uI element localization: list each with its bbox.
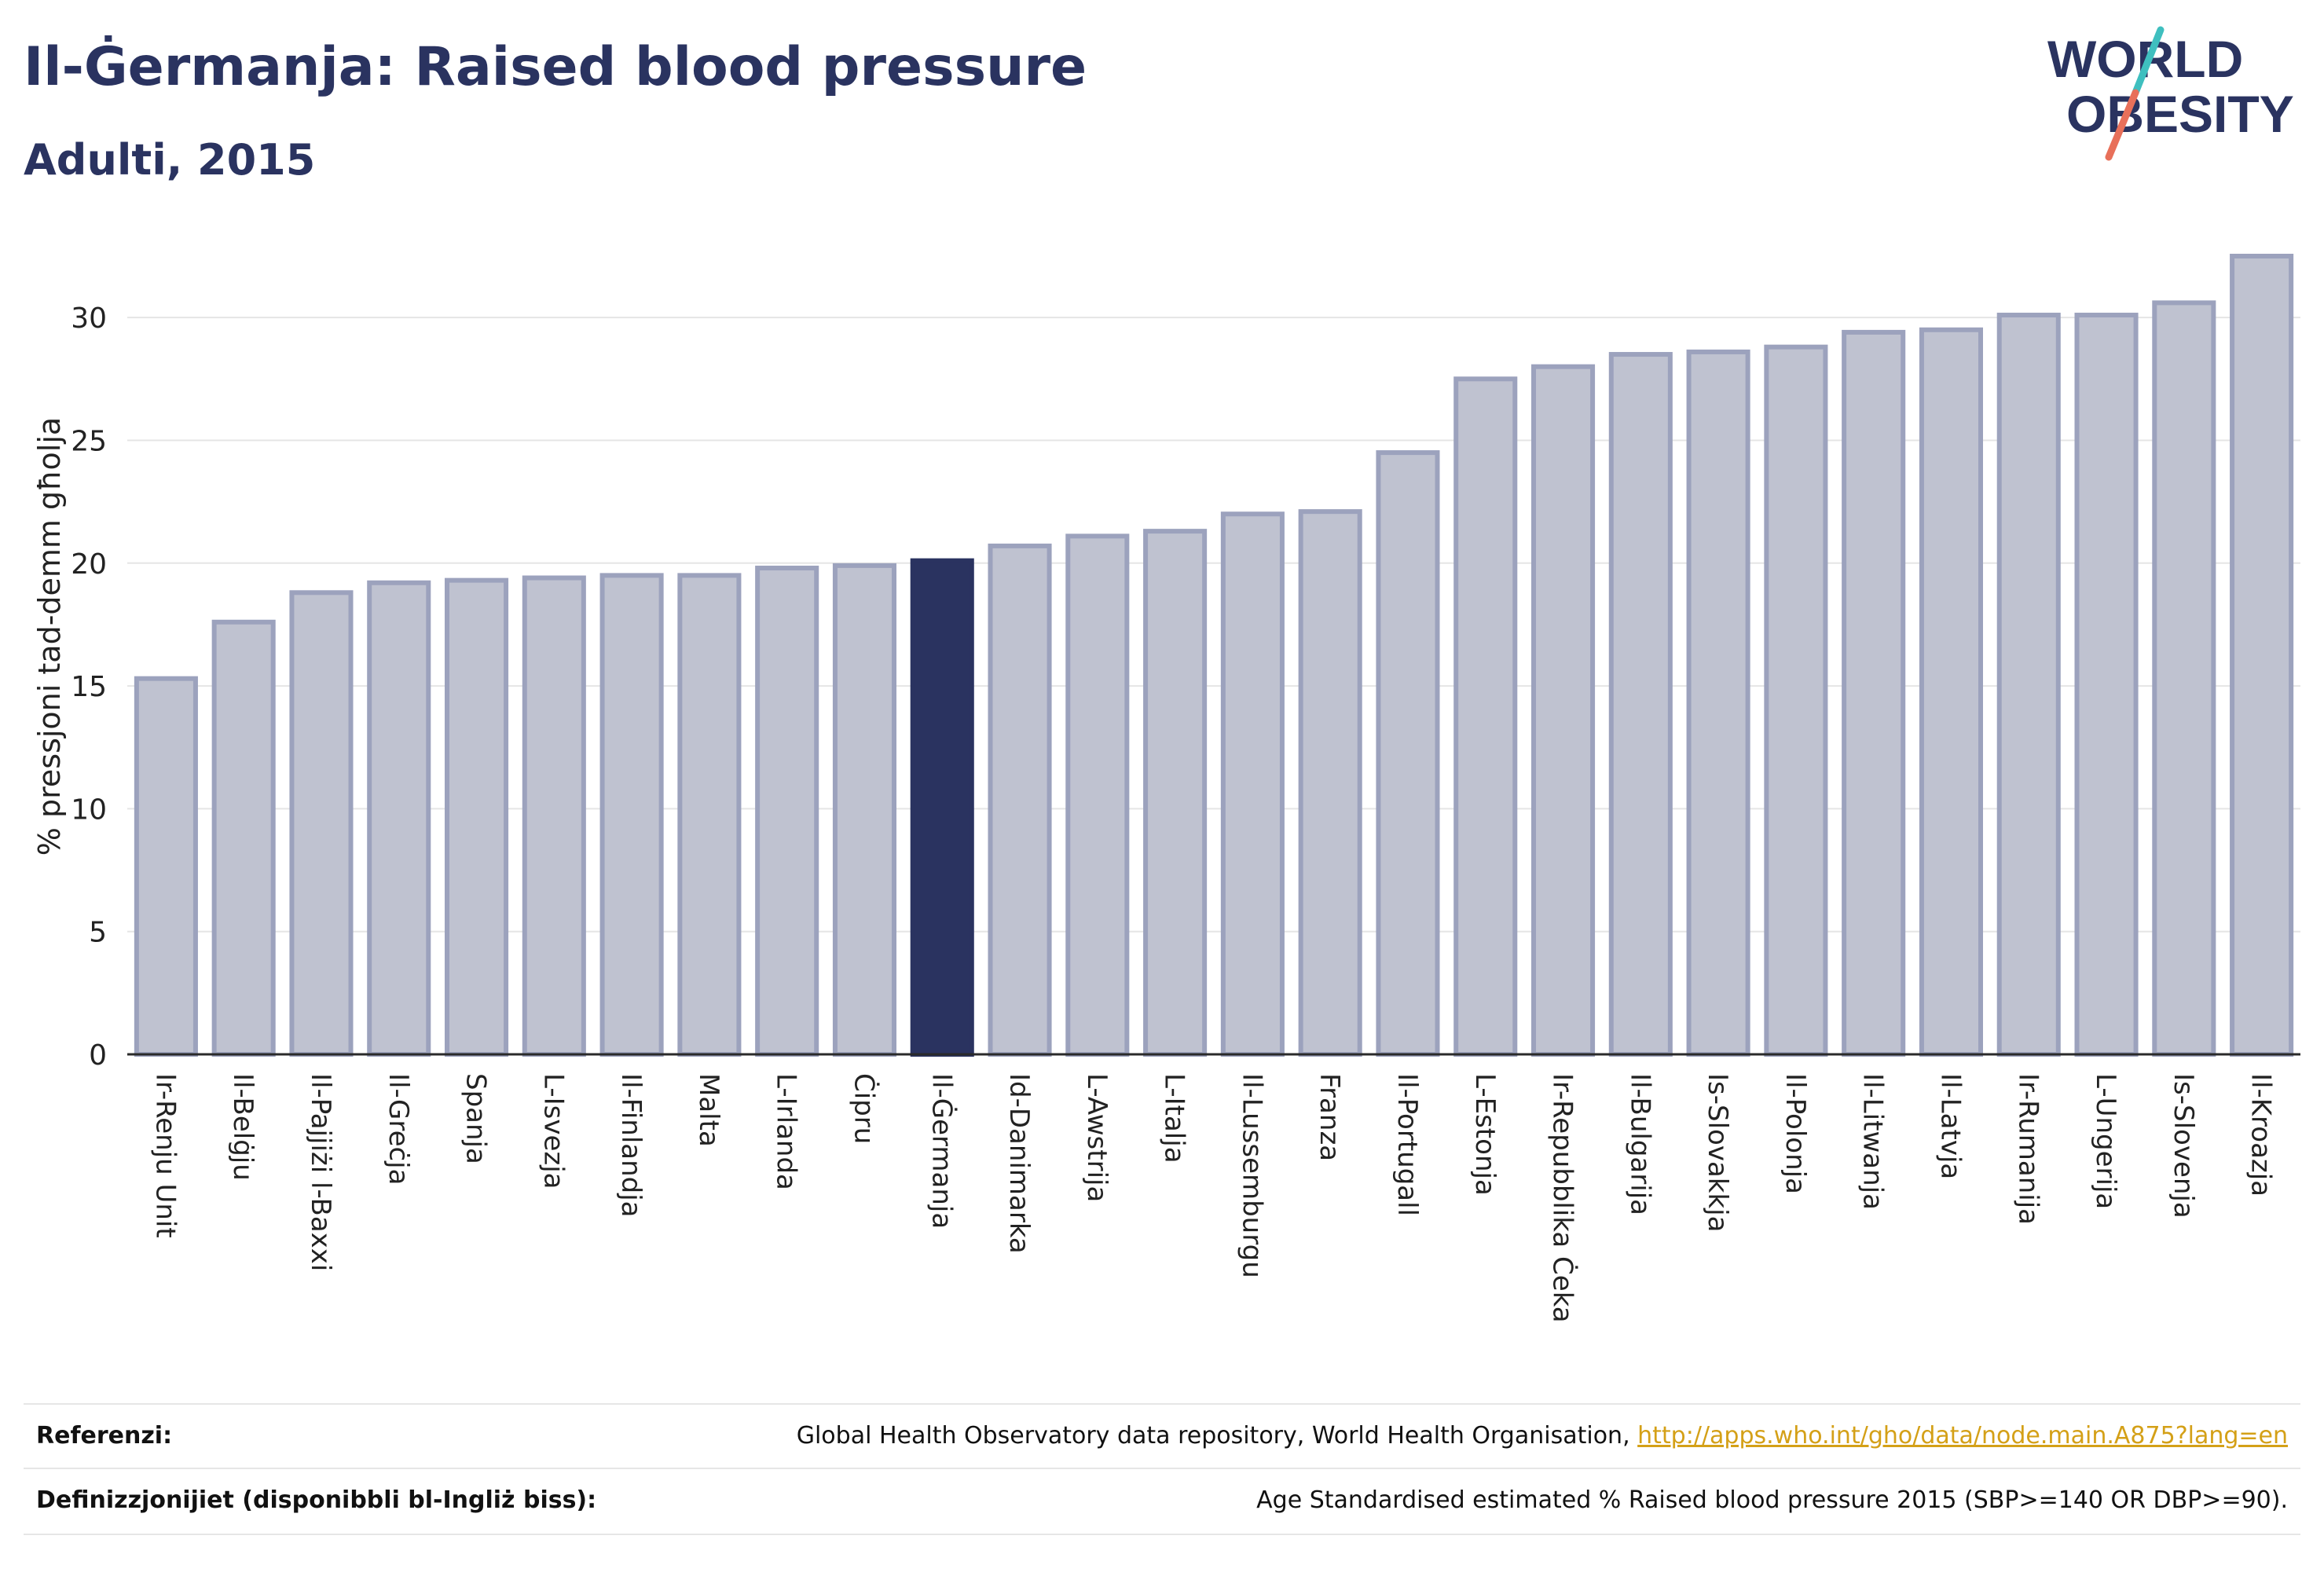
bar-23 [1919,327,1984,1057]
logo-slash-coral [2105,89,2139,161]
bar-2 [289,590,354,1057]
bar-4 [444,577,509,1057]
x-tick-label: L-Estonja [1469,1073,1501,1196]
bar-18 [1530,364,1596,1057]
chart-title: Il-Ġermanja: Raised blood pressure [24,36,1087,98]
bar-13 [1143,529,1208,1057]
bar-16 [1376,450,1440,1057]
references-link[interactable]: http://apps.who.int/gho/data/node.main.A… [1637,1422,2288,1450]
y-tick-label: 5 [89,917,107,949]
x-tick-label: Spanja [460,1073,492,1164]
bar-19 [1608,352,1673,1057]
x-tick-label: Ir-Rumanija [2012,1073,2044,1225]
y-axis-label: % pressjoni tad-demm għolja [32,417,67,856]
x-tick-label: Il-Finlandja [615,1073,647,1218]
x-tick-label: Ir-Repubblika Ċeka [1547,1073,1579,1323]
bar-17 [1453,376,1518,1057]
y-tick-label: 25 [71,425,107,457]
bar-25 [2074,313,2139,1057]
bar-layer [134,254,2294,1057]
y-tick-layer: 0 5 10 15 20 25 30 [71,302,107,1072]
bar-11 [988,543,1052,1057]
bar-5 [522,575,586,1057]
bar-6 [599,573,664,1057]
bar-20 [1686,349,1750,1057]
x-tick-label: L-Irlanda [771,1073,802,1190]
x-tick-label: Il-Litwanja [1857,1073,1889,1210]
definitions-label: Definizzjonijiet (disponibbli bl-Ingliż … [36,1486,597,1514]
bar-1 [211,619,276,1057]
x-tick-label: Il-Latvja [1934,1073,1966,1179]
world-obesity-logo: WORLD OBESITY [2047,26,2294,161]
bar-8 [755,566,819,1057]
references-value: Global Health Observatory data repositor… [797,1422,2288,1450]
bar-10 [910,558,974,1057]
x-tick-label: Il-Pajjiżi l-Baxxi [305,1073,336,1271]
bar-9 [832,563,897,1057]
x-tick-label: Il-Lussemburgu [1236,1073,1267,1278]
chart-subtitle: Adulti, 2015 [24,135,316,185]
x-tick-label: L-Italja [1159,1073,1190,1164]
x-tick-label: Il-Bulgarija [1624,1073,1655,1215]
x-tick-label: Is-Slovakkja [1702,1073,1733,1232]
bar-27 [2230,254,2294,1057]
bar-12 [1065,533,1130,1057]
x-tick-label: Id-Danimarka [1003,1073,1035,1254]
x-tick-label: L-Awstrija [1081,1073,1113,1202]
footer-definitions-row: Definizzjonijiet (disponibbli bl-Ingliż … [24,1468,2300,1535]
logo-line-2: OBESITY [2066,85,2294,143]
x-tick-label: Malta [693,1073,724,1147]
x-tick-label: Il-Portugall [1391,1073,1423,1216]
references-label: Referenzi: [36,1422,173,1450]
y-tick-label: 20 [71,548,107,581]
x-tick-label: Il-Polonja [1780,1073,1811,1194]
bar-14 [1220,511,1285,1057]
y-tick-label: 30 [71,302,107,335]
y-tick-label: 10 [71,793,107,826]
bar-24 [1996,313,2061,1057]
x-tick-label: Ċipru [848,1073,880,1144]
references-text: Global Health Observatory data repositor… [796,1422,1638,1450]
x-tick-label: Ir-Renju Unit [149,1073,181,1238]
bar-chart: 0 5 10 15 20 25 30 Ir-Renju Unit Il-Belġju Il-Pa… [32,254,2300,1323]
x-tick-layer: Ir-Renju Unit Il-Belġju Il-Pajjiżi l-Baxxi… [149,1073,2276,1323]
bar-3 [367,580,431,1057]
logo-slash-teal [2132,26,2165,97]
y-tick-label: 15 [71,671,107,703]
bar-26 [2152,300,2216,1057]
x-tick-label: L-Ungerija [2090,1073,2121,1209]
x-tick-label: Il-Greċja [383,1073,414,1185]
bar-0 [134,676,198,1057]
definitions-value: Age Standardised estimated % Raised bloo… [1256,1486,2288,1514]
y-tick-label: 0 [89,1039,107,1072]
bar-7 [677,573,742,1057]
bar-21 [1764,344,1828,1057]
x-tick-label: Il-Kroazja [2245,1073,2277,1197]
x-tick-label: Il-Ġermanja [926,1073,958,1229]
bar-22 [1842,329,1906,1057]
footer-references-row: Referenzi: Global Health Observatory dat… [24,1403,2300,1469]
x-tick-label: Is-Slovenja [2168,1073,2199,1219]
x-tick-label: Franza [1314,1073,1345,1161]
bar-15 [1298,509,1362,1057]
x-tick-label: Il-Belġju [227,1073,258,1181]
x-tick-label: L-Isvezja [537,1073,569,1189]
